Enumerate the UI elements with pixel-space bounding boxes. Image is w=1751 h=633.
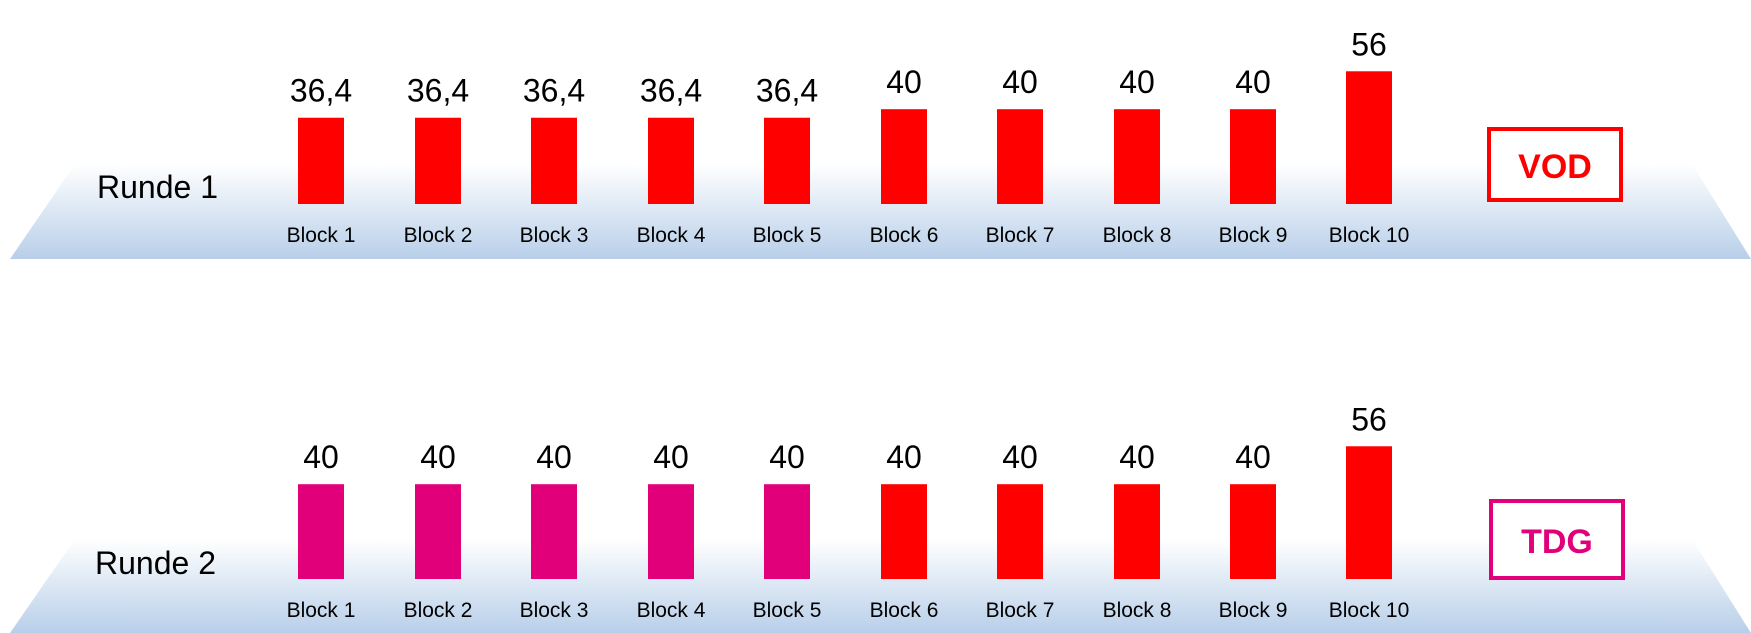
bar-1-8 <box>1114 109 1160 204</box>
category-label-2-2: Block 2 <box>404 599 473 622</box>
category-label-1-8: Block 8 <box>1103 224 1172 247</box>
bar-1-9 <box>1230 109 1276 204</box>
value-label-1-9: 40 <box>1235 64 1271 100</box>
value-label-2-4: 40 <box>653 439 689 475</box>
category-label-2-5: Block 5 <box>753 599 822 622</box>
bar-2-6 <box>881 484 927 579</box>
category-label-1-5: Block 5 <box>753 224 822 247</box>
category-label-2-8: Block 8 <box>1103 599 1172 622</box>
value-label-2-3: 40 <box>536 439 572 475</box>
category-label-2-10: Block 10 <box>1329 599 1410 622</box>
bar-2-2 <box>415 484 461 579</box>
value-label-2-9: 40 <box>1235 439 1271 475</box>
value-label-1-5: 36,4 <box>756 73 818 109</box>
category-label-2-9: Block 9 <box>1219 599 1288 622</box>
bar-2-4 <box>648 484 694 579</box>
value-label-1-1: 36,4 <box>290 73 352 109</box>
category-label-1-7: Block 7 <box>986 224 1055 247</box>
category-label-1-3: Block 3 <box>520 224 589 247</box>
bar-1-6 <box>881 109 927 204</box>
value-label-2-10: 56 <box>1351 401 1387 437</box>
row-label-1: Runde 1 <box>97 169 218 205</box>
bar-1-2 <box>415 117 461 204</box>
value-label-2-7: 40 <box>1002 439 1038 475</box>
bars-2: 40 Block 1 40 Block 2 40 Block 3 40 Block 4 40 Bl… <box>287 401 1410 622</box>
value-label-1-2: 36,4 <box>407 73 469 109</box>
bar-2-7 <box>997 484 1043 579</box>
value-label-1-8: 40 <box>1119 64 1155 100</box>
bar-2-1 <box>298 484 344 579</box>
badge-box-2 <box>1489 499 1625 580</box>
value-label-1-10: 56 <box>1351 26 1387 62</box>
bar-2-5 <box>764 484 810 579</box>
value-label-2-2: 40 <box>420 439 456 475</box>
chart-row-2: Runde 2 40 Block 1 40 Block 2 40 Block 3 40 Blo… <box>10 401 1751 633</box>
badge-2: TDG <box>1521 523 1593 561</box>
value-label-2-1: 40 <box>303 439 339 475</box>
bar-1-4 <box>648 117 694 204</box>
category-label-1-9: Block 9 <box>1219 224 1288 247</box>
category-label-2-4: Block 4 <box>637 599 706 622</box>
value-label-1-7: 40 <box>1002 64 1038 100</box>
bar-1-1 <box>298 117 344 204</box>
chart-row-1: Runde 1 36,4 Block 1 36,4 Block 2 36,4 Block … <box>10 26 1751 259</box>
category-label-2-6: Block 6 <box>870 599 939 622</box>
bar-1-5 <box>764 117 810 204</box>
bar-1-10 <box>1346 71 1392 204</box>
category-label-1-10: Block 10 <box>1329 224 1410 247</box>
bar-1-3 <box>531 117 577 204</box>
category-label-1-4: Block 4 <box>637 224 706 247</box>
category-label-2-1: Block 1 <box>287 599 356 622</box>
bar-2-9 <box>1230 484 1276 579</box>
badge-1: VOD <box>1518 148 1592 186</box>
bar-2-3 <box>531 484 577 579</box>
category-label-2-3: Block 3 <box>520 599 589 622</box>
badge-box-1 <box>1487 127 1623 202</box>
value-label-1-3: 36,4 <box>523 73 585 109</box>
value-label-2-6: 40 <box>886 439 922 475</box>
category-label-2-7: Block 7 <box>986 599 1055 622</box>
category-label-1-2: Block 2 <box>404 224 473 247</box>
category-label-1-1: Block 1 <box>287 224 356 247</box>
bar-2-10 <box>1346 446 1392 579</box>
bar-2-8 <box>1114 484 1160 579</box>
value-label-2-5: 40 <box>769 439 805 475</box>
row-label-2: Runde 2 <box>95 545 216 581</box>
category-label-1-6: Block 6 <box>870 224 939 247</box>
value-label-1-6: 40 <box>886 64 922 100</box>
value-label-2-8: 40 <box>1119 439 1155 475</box>
bar-1-7 <box>997 109 1043 204</box>
bars-1: 36,4 Block 1 36,4 Block 2 36,4 Block 3 36,4 Blo… <box>287 26 1410 247</box>
value-label-1-4: 36,4 <box>640 73 702 109</box>
